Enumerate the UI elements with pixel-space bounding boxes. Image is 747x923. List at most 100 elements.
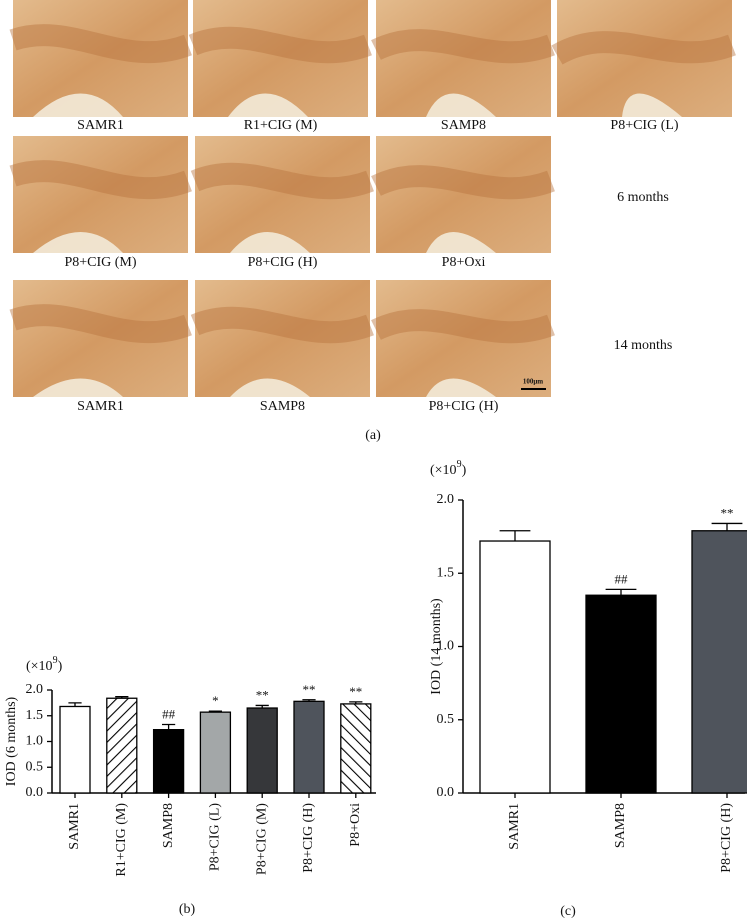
significance-mark: ## <box>615 571 629 586</box>
x-tick-label: SAMP8 <box>161 803 176 848</box>
significance-mark: ** <box>349 684 362 699</box>
image-label: SAMR1 <box>77 118 124 133</box>
error-bar <box>162 723 176 730</box>
micrograph <box>13 280 188 397</box>
y-tick-label: 1.0 <box>26 734 44 749</box>
image-label: P8+CIG (H) <box>248 255 318 270</box>
error-bar <box>499 530 531 542</box>
micrograph <box>195 136 370 253</box>
significance-mark: ** <box>303 682 316 697</box>
x-tick-label: P8+CIG (H) <box>719 803 734 873</box>
y-tick-label: 0.5 <box>437 712 455 727</box>
tissue-band <box>371 29 555 64</box>
x-tick-label: P8+CIG (M) <box>254 803 269 875</box>
tissue-band <box>551 31 736 65</box>
tissue-band <box>9 304 192 344</box>
scale-note-suffix: ) <box>58 659 63 674</box>
ventricle <box>33 232 123 253</box>
panel-label: (b) <box>179 902 196 917</box>
error-bar <box>302 699 316 702</box>
ventricle <box>228 93 308 117</box>
x-tick-label: SAMR1 <box>507 803 522 850</box>
x-tick-label: P8+CIG (H) <box>301 803 316 873</box>
ventricle <box>33 93 123 117</box>
significance-mark: ** <box>721 505 734 520</box>
ventricle <box>426 232 496 253</box>
significance-mark: ** <box>256 687 269 702</box>
bar <box>479 540 551 794</box>
tissue-band <box>9 24 192 64</box>
tissue-band <box>371 165 555 200</box>
error-bar <box>68 702 82 707</box>
bar <box>59 705 91 794</box>
scale-note: (×109) <box>430 459 467 478</box>
image-label: P8+CIG (L) <box>610 118 679 133</box>
panel-label: (a) <box>365 428 381 443</box>
ventricle <box>33 378 123 397</box>
image-label: SAMP8 <box>260 399 305 414</box>
y-axis-label: IOD (14 months) <box>429 598 444 695</box>
micrograph <box>13 0 188 117</box>
row-note: 6 months <box>617 190 669 205</box>
significance-mark: * <box>212 693 219 708</box>
x-tick-label: R1+CIG (M) <box>114 803 129 877</box>
x-tick-label: SAMR1 <box>67 803 82 850</box>
micrograph <box>376 280 551 397</box>
image-label: R1+CIG (M) <box>244 118 318 133</box>
ventricle <box>622 93 682 117</box>
scale-note-suffix: ) <box>462 463 467 478</box>
error-bar <box>605 588 637 596</box>
micrograph <box>195 280 370 397</box>
y-tick-label: 2.0 <box>26 682 44 697</box>
error-bar <box>115 696 129 699</box>
micrograph <box>376 136 551 253</box>
y-tick-label: 0.5 <box>26 759 44 774</box>
image-label: P8+CIG (H) <box>429 399 499 414</box>
bar <box>293 700 325 794</box>
panel-label: (c) <box>560 904 576 919</box>
tissue-band <box>371 309 555 344</box>
ventricle <box>230 232 310 253</box>
scale-note-prefix: (×10 <box>430 463 457 478</box>
y-tick-label: 1.5 <box>26 708 44 723</box>
y-tick-label: 1.0 <box>437 639 455 654</box>
y-tick-label: 0.0 <box>437 785 455 800</box>
scale-note: (×109) <box>26 655 63 674</box>
micrograph <box>13 136 188 253</box>
bar <box>199 711 232 794</box>
error-bar <box>255 704 269 709</box>
ventricle <box>426 378 496 397</box>
tissue-band <box>190 162 374 200</box>
bar <box>585 594 657 794</box>
bar <box>340 703 372 794</box>
tissue-band <box>9 160 192 200</box>
image-label: SAMR1 <box>77 399 124 414</box>
scale-note-prefix: (×10 <box>26 659 53 674</box>
scale-bar-label: 100μm <box>523 378 543 386</box>
scale-note-sup: 9 <box>457 459 462 470</box>
bar <box>152 729 185 794</box>
y-tick-label: 0.0 <box>26 785 44 800</box>
row-note: 14 months <box>614 338 673 353</box>
y-tick-label: 1.5 <box>437 565 455 580</box>
error-bar <box>711 522 743 531</box>
bar <box>106 697 138 794</box>
tissue-band <box>190 306 374 344</box>
x-tick-label: SAMP8 <box>613 803 628 848</box>
y-tick-label: 2.0 <box>437 492 455 507</box>
scale-note-sup: 9 <box>53 655 58 666</box>
y-axis-label: IOD (6 months) <box>4 696 19 786</box>
x-tick-label: P8+Oxi <box>348 803 363 847</box>
error-bar <box>349 701 363 704</box>
significance-mark: ## <box>162 706 176 721</box>
image-label: SAMP8 <box>441 118 486 133</box>
ventricle <box>230 378 310 397</box>
image-label: P8+Oxi <box>442 255 486 270</box>
tissue-band <box>188 26 372 64</box>
ventricle <box>426 93 496 117</box>
error-bar <box>208 710 222 713</box>
x-tick-label: P8+CIG (L) <box>208 803 223 872</box>
bar <box>246 707 278 794</box>
image-label: P8+CIG (M) <box>64 255 136 270</box>
